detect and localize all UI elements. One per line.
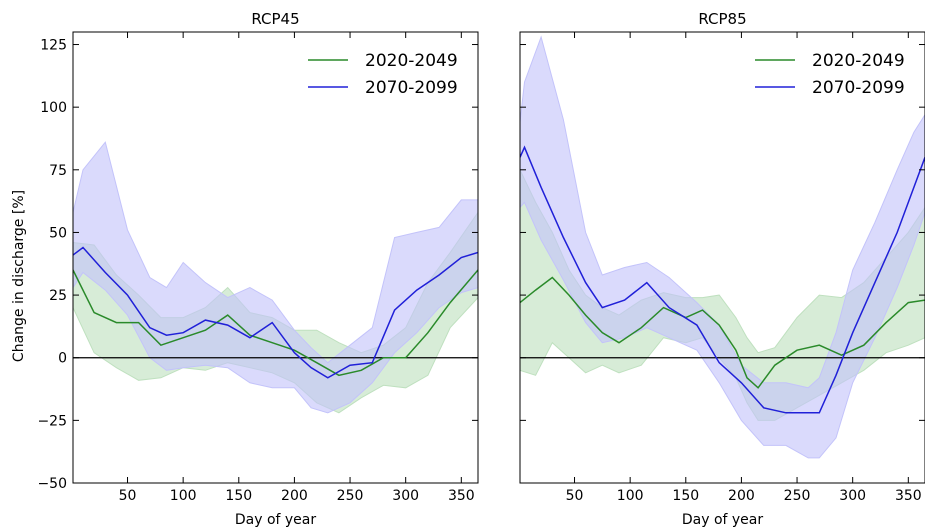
y-tick-label: −25 <box>37 413 67 429</box>
panel-title: RCP45 <box>251 10 299 28</box>
series-line-2020-2049 <box>73 269 478 377</box>
x-tick-label: 350 <box>448 488 475 504</box>
panel-rcp45: 50 100 150 200 250 300 350 −50 −25 0 25 50 75 100 125 R… <box>37 10 479 528</box>
x-tick-label: 250 <box>784 488 811 504</box>
y-tick-label: 75 <box>49 163 67 179</box>
legend-label: 2070-2099 <box>812 78 905 98</box>
x-tick-label: 150 <box>672 488 699 504</box>
x-tick-label: 200 <box>281 488 308 504</box>
x-tick-label: 100 <box>170 488 197 504</box>
axes-frame <box>72 31 479 484</box>
x-tick-label: 50 <box>119 488 137 504</box>
x-tick-label: 300 <box>839 488 866 504</box>
plot-area <box>73 141 478 414</box>
panel-rcp85: 50 100 150 200 250 300 350 RCP85 Day of year 2020… <box>519 10 925 528</box>
x-axis-label: Day of year <box>682 512 764 528</box>
panel-title: RCP85 <box>698 10 746 28</box>
y-axis-label: Change in discharge [%] <box>11 190 27 362</box>
legend: 2020-2049 2070-2099 <box>755 51 905 98</box>
legend-label: 2070-2099 <box>365 78 458 98</box>
legend-label: 2020-2049 <box>812 51 905 71</box>
x-tick-label: 150 <box>225 488 252 504</box>
series-line-2070-2099 <box>520 145 925 414</box>
x-tick-label: 100 <box>617 488 644 504</box>
y-tick-label: −50 <box>37 476 67 492</box>
band-2070-2099 <box>73 141 478 414</box>
x-tick-label: 250 <box>337 488 364 504</box>
series-line-2070-2099 <box>73 246 478 379</box>
plot-area <box>520 35 925 459</box>
y-tick-label: 100 <box>40 100 67 116</box>
legend-label: 2020-2049 <box>365 51 458 71</box>
x-tick-label: 50 <box>566 488 584 504</box>
band-2070-2099 <box>520 35 925 459</box>
y-tick-label: 25 <box>49 288 67 304</box>
axes-frame <box>519 31 925 484</box>
y-tick-label: 125 <box>40 38 67 54</box>
y-tick-label: 50 <box>49 225 67 241</box>
x-tick-label: 350 <box>895 488 922 504</box>
legend: 2020-2049 2070-2099 <box>308 51 458 98</box>
x-tick-label: 200 <box>728 488 755 504</box>
x-tick-label: 300 <box>392 488 419 504</box>
series-line-2020-2049 <box>520 276 925 389</box>
y-tick-label: 0 <box>58 351 67 367</box>
x-axis-label: Day of year <box>235 512 317 528</box>
